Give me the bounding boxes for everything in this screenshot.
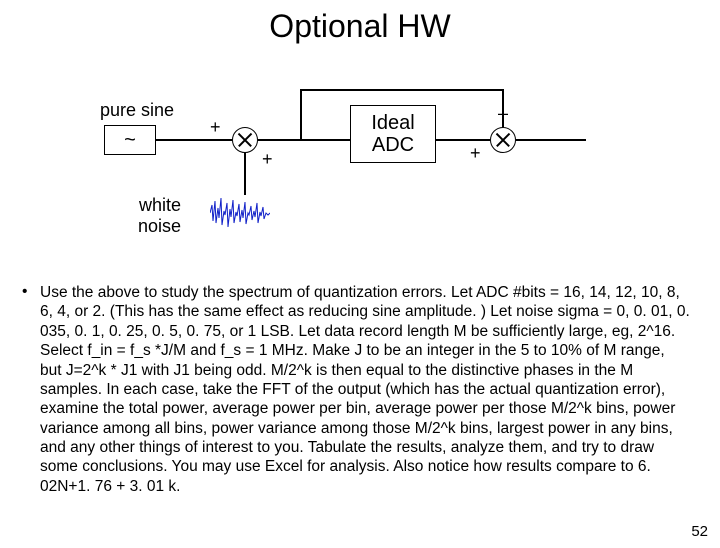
wire-noise-to-sum1 bbox=[244, 153, 246, 195]
sum2-plus-bottom: + bbox=[470, 143, 481, 164]
block-diagram: pure sine ~ + + Ideal ADC – + white nois… bbox=[0, 45, 720, 245]
wire-source-to-sum1 bbox=[156, 139, 232, 141]
ideal-adc-block: Ideal ADC bbox=[350, 105, 436, 163]
bullet-marker: • bbox=[22, 283, 27, 301]
wire-adc-to-sum2 bbox=[436, 139, 490, 141]
wire-feedback-up bbox=[300, 89, 302, 139]
sine-symbol: ~ bbox=[124, 129, 136, 152]
wire-sum1-to-adc bbox=[258, 139, 350, 141]
summing-junction-2 bbox=[490, 127, 516, 153]
noise-waveform-icon bbox=[210, 193, 270, 233]
page-number: 52 bbox=[691, 523, 708, 540]
body-paragraph: Use the above to study the spectrum of q… bbox=[40, 283, 690, 496]
adc-label: Ideal ADC bbox=[371, 112, 414, 156]
wire-output bbox=[516, 139, 586, 141]
sum1-plus-bottom: + bbox=[262, 149, 273, 170]
page-title: Optional HW bbox=[0, 8, 720, 45]
white-noise-label: white noise bbox=[138, 195, 181, 237]
summing-junction-1 bbox=[232, 127, 258, 153]
wire-feedback-down bbox=[502, 89, 504, 127]
wire-feedback-top bbox=[300, 89, 503, 91]
pure-sine-label: pure sine bbox=[100, 100, 174, 121]
sum1-plus-left: + bbox=[210, 117, 221, 138]
sine-source-block: ~ bbox=[104, 125, 156, 155]
